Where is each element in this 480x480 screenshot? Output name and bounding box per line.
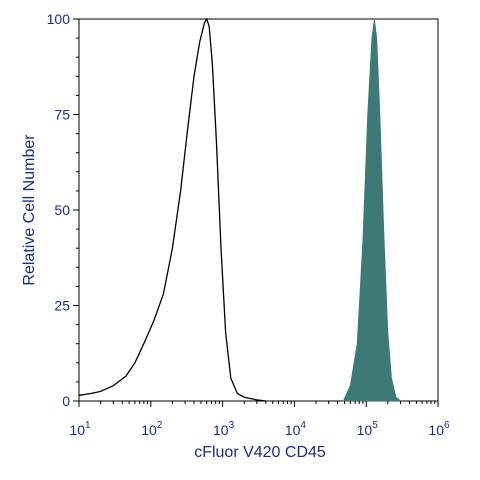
y-tick-label: 100 bbox=[47, 11, 71, 27]
histogram-outline-series bbox=[78, 17, 266, 402]
y-tick-label: 50 bbox=[54, 202, 70, 218]
x-tick-label: 104 bbox=[285, 420, 307, 438]
x-tick-label: 105 bbox=[357, 420, 379, 438]
histogram-filled-series bbox=[342, 18, 402, 402]
x-axis-label: cFluor V420 CD45 bbox=[194, 444, 326, 461]
y-axis-label: Relative Cell Number bbox=[21, 134, 38, 286]
series-layer bbox=[78, 17, 402, 402]
x-axis: 101 102 103 104 105 106 bbox=[69, 401, 450, 438]
y-tick-label: 25 bbox=[54, 298, 70, 314]
x-tick-label: 106 bbox=[428, 420, 450, 438]
y-tick-label: 75 bbox=[54, 107, 70, 123]
x-tick-label: 102 bbox=[141, 420, 163, 438]
x-tick-label: 101 bbox=[69, 420, 91, 438]
x-tick-label: 103 bbox=[213, 420, 235, 438]
y-tick-label: 0 bbox=[62, 393, 70, 409]
y-axis: 0 25 50 75 100 bbox=[47, 11, 79, 409]
